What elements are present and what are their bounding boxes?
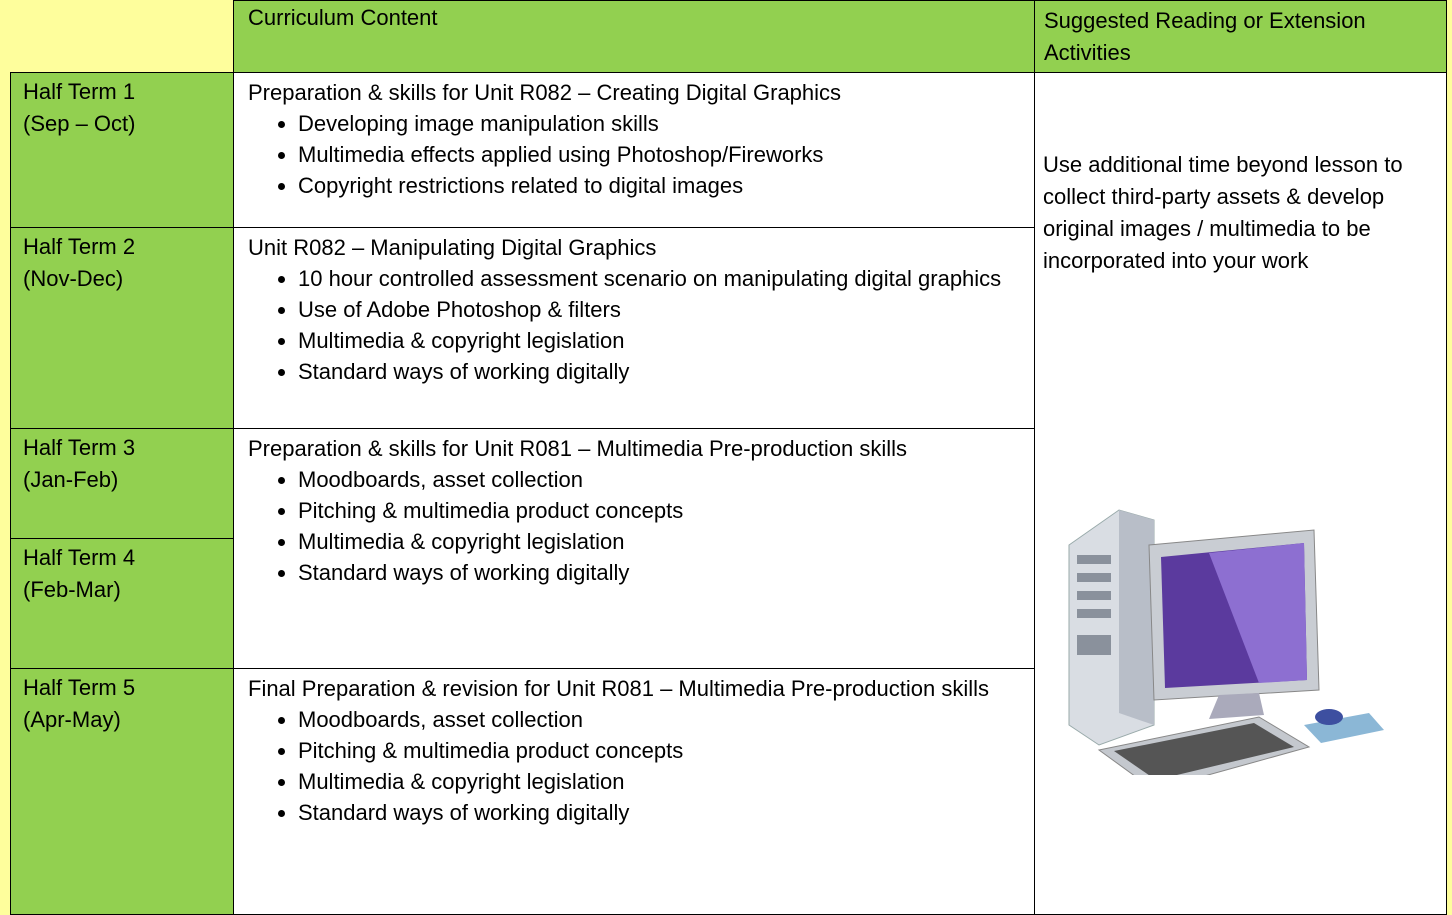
bullet-item: Copyright restrictions related to digita… xyxy=(298,170,1034,201)
term-name: Half Term 1 xyxy=(23,79,136,104)
content-cell: Unit R082 – Manipulating Digital Graphic… xyxy=(233,227,1035,429)
bullet-item: Moodboards, asset collection xyxy=(298,464,1034,495)
term-months: (Sep – Oct) xyxy=(23,111,136,136)
term-cell: Half Term 5 (Apr-May) xyxy=(10,668,234,915)
bullet-item: Use of Adobe Photoshop & filters xyxy=(298,294,1034,325)
bullet-list: Developing image manipulation skillsMult… xyxy=(234,108,1034,201)
content-title: Preparation & skills for Unit R082 – Cre… xyxy=(248,80,842,105)
side-note: Use additional time beyond lesson to col… xyxy=(1043,152,1403,273)
content-cell: Preparation & skills for Unit R081 – Mul… xyxy=(233,428,1035,669)
term-name: Half Term 4 xyxy=(23,545,136,570)
bullet-item: Multimedia & copyright legislation xyxy=(298,526,1034,557)
computer-illustration xyxy=(1068,509,1384,775)
bullet-item: Pitching & multimedia product concepts xyxy=(298,735,1034,766)
header-cell: Suggested Reading or Extension Activitie… xyxy=(1034,0,1447,73)
header-text: Curriculum Content xyxy=(248,5,438,30)
bullet-item: Developing image manipulation skills xyxy=(298,108,1034,139)
bullet-item: Pitching & multimedia product concepts xyxy=(298,495,1034,526)
term-cell: Half Term 2 (Nov-Dec) xyxy=(10,227,234,429)
term-months: (Nov-Dec) xyxy=(23,266,124,291)
bullet-list: Moodboards, asset collectionPitching & m… xyxy=(234,704,1034,828)
bullet-list: 10 hour controlled assessment scenario o… xyxy=(234,263,1034,387)
term-months: (Feb-Mar) xyxy=(23,577,121,602)
term-name: Half Term 5 xyxy=(23,675,136,700)
content-cell: Preparation & skills for Unit R082 – Cre… xyxy=(233,72,1035,228)
term-name: Half Term 3 xyxy=(23,435,136,460)
bullet-item: Multimedia & copyright legislation xyxy=(298,325,1034,356)
content-title: Final Preparation & revision for Unit R0… xyxy=(248,676,989,701)
bullet-item: Standard ways of working digitally xyxy=(298,356,1034,387)
header-text: Suggested Reading or Extension Activitie… xyxy=(1044,8,1366,65)
content-cell: Final Preparation & revision for Unit R0… xyxy=(233,668,1035,915)
bullet-item: Multimedia & copyright legislation xyxy=(298,766,1034,797)
bullet-item: 10 hour controlled assessment scenario o… xyxy=(298,263,1034,294)
side-cell: Use additional time beyond lesson to col… xyxy=(1034,72,1447,915)
term-months: (Jan-Feb) xyxy=(23,467,119,492)
content-title: Unit R082 – Manipulating Digital Graphic… xyxy=(248,235,657,260)
term-cell: Half Term 1 (Sep – Oct) xyxy=(10,72,234,228)
bullet-item: Multimedia effects applied using Photosh… xyxy=(298,139,1034,170)
content-title: Preparation & skills for Unit R081 – Mul… xyxy=(248,436,908,461)
term-cell: Half Term 3 (Jan-Feb) xyxy=(10,428,234,539)
bullet-item: Standard ways of working digitally xyxy=(298,557,1034,588)
term-months: (Apr-May) xyxy=(23,707,121,732)
term-cell: Half Term 4 (Feb-Mar) xyxy=(10,538,234,669)
header-cell: Curriculum Content xyxy=(233,0,1035,73)
bullet-list: Moodboards, asset collectionPitching & m… xyxy=(234,464,1034,588)
bullet-item: Moodboards, asset collection xyxy=(298,704,1034,735)
bullet-item: Standard ways of working digitally xyxy=(298,797,1034,828)
term-name: Half Term 2 xyxy=(23,234,136,259)
